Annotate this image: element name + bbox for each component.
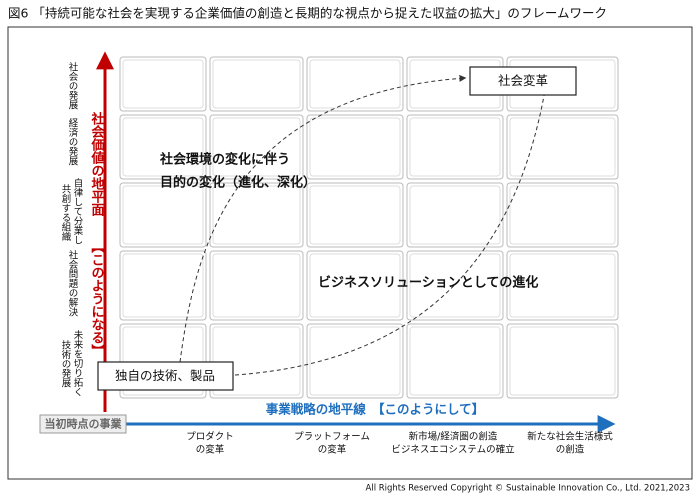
grid-cell <box>406 323 504 399</box>
grid-cell <box>209 323 304 399</box>
grid-cell <box>119 182 207 248</box>
grid-cell <box>212 59 301 109</box>
y-label: 経済の発展 <box>67 117 79 166</box>
y-label: 自律して分業し <box>72 177 84 244</box>
connector <box>179 74 467 363</box>
node-box <box>97 361 234 391</box>
y-axis-title: 社会価値の地平面 <box>89 111 106 217</box>
x-label: の変革 <box>318 444 347 456</box>
grid-cell <box>122 59 204 109</box>
node-label: 社会変革 <box>498 73 548 88</box>
x-label: ビジネスエコシステムの確立 <box>391 444 514 456</box>
grid-cell <box>409 117 501 177</box>
x-label: プロダクト <box>186 431 234 443</box>
grid-cell <box>306 56 404 112</box>
node-label: 独自の技術、製品 <box>115 368 215 383</box>
x-label: 新市場/経済圏の創造 <box>409 431 498 443</box>
y-axis-subtitle: 【このようになる】 <box>89 240 105 357</box>
grid-cell <box>509 185 616 245</box>
grid-cell <box>506 114 619 180</box>
grid-cell <box>309 59 401 109</box>
grid-cell <box>409 253 501 318</box>
grid-cell <box>122 185 204 245</box>
x-axis-title: 事業戦略の地平線 【このようにして】 <box>266 402 484 417</box>
origin-box <box>39 414 127 434</box>
grid-cell <box>212 117 301 177</box>
grid-cell <box>409 185 501 245</box>
grid-cell <box>122 117 204 177</box>
grid-cell <box>119 323 207 399</box>
grid-cell <box>309 117 401 177</box>
grid-cell <box>406 250 504 321</box>
node-box <box>469 66 577 96</box>
grid-cell <box>509 117 616 177</box>
grid-cell <box>212 185 301 245</box>
grid-cell <box>406 114 504 180</box>
annotation: 目的の変化（進化、深化） <box>160 175 316 191</box>
y-label: 技術の発展 <box>60 339 72 388</box>
grid-cell <box>209 56 304 112</box>
grid-cell <box>306 182 404 248</box>
title: 図6 「持続可能な社会を実現する企業価値の創造と長期的な視点から捉えた収益の拡大… <box>8 6 607 21</box>
y-label: 社会の発展 <box>67 61 79 110</box>
grid-cell <box>509 326 616 396</box>
grid-cell <box>119 114 207 180</box>
grid-cell <box>212 253 301 318</box>
x-label: 新たな社会生活様式 <box>527 431 613 443</box>
x-label: プラットフォーム <box>294 432 370 443</box>
grid-cell <box>309 326 401 396</box>
grid-cell <box>122 253 204 318</box>
x-label: の創造 <box>556 444 585 456</box>
grid-cell <box>506 250 619 321</box>
grid-cell <box>406 182 504 248</box>
grid-cell <box>409 326 501 396</box>
grid-cell <box>119 250 207 321</box>
origin-label: 当初時点の事業 <box>45 417 123 431</box>
footer: All Rights Reserved Copyright © Sustaina… <box>366 484 690 494</box>
grid-cell <box>306 250 404 321</box>
grid-cell <box>209 182 304 248</box>
grid-cell <box>506 182 619 248</box>
grid-cell <box>119 56 207 112</box>
grid-cell <box>209 114 304 180</box>
y-label: 未来を切り拓く <box>72 329 84 396</box>
grid-cell <box>306 323 404 399</box>
y-label: 社会問題の解決 <box>67 249 79 317</box>
annotation: 社会環境の変化に伴う <box>159 152 290 168</box>
grid-cell <box>309 253 401 318</box>
grid-cell <box>122 326 204 396</box>
grid-cell <box>306 114 404 180</box>
frame <box>7 26 693 480</box>
grid <box>119 56 619 399</box>
connector <box>234 70 551 376</box>
grid-cell <box>209 250 304 321</box>
grid-cell <box>212 326 301 396</box>
grid-cell <box>509 253 616 318</box>
grid-cell <box>309 185 401 245</box>
grid-cell <box>506 323 619 399</box>
annotation: ビジネスソリューションとしての進化 <box>318 275 538 291</box>
y-label: 共創する組織 <box>60 184 72 241</box>
x-label: の変革 <box>196 444 225 456</box>
